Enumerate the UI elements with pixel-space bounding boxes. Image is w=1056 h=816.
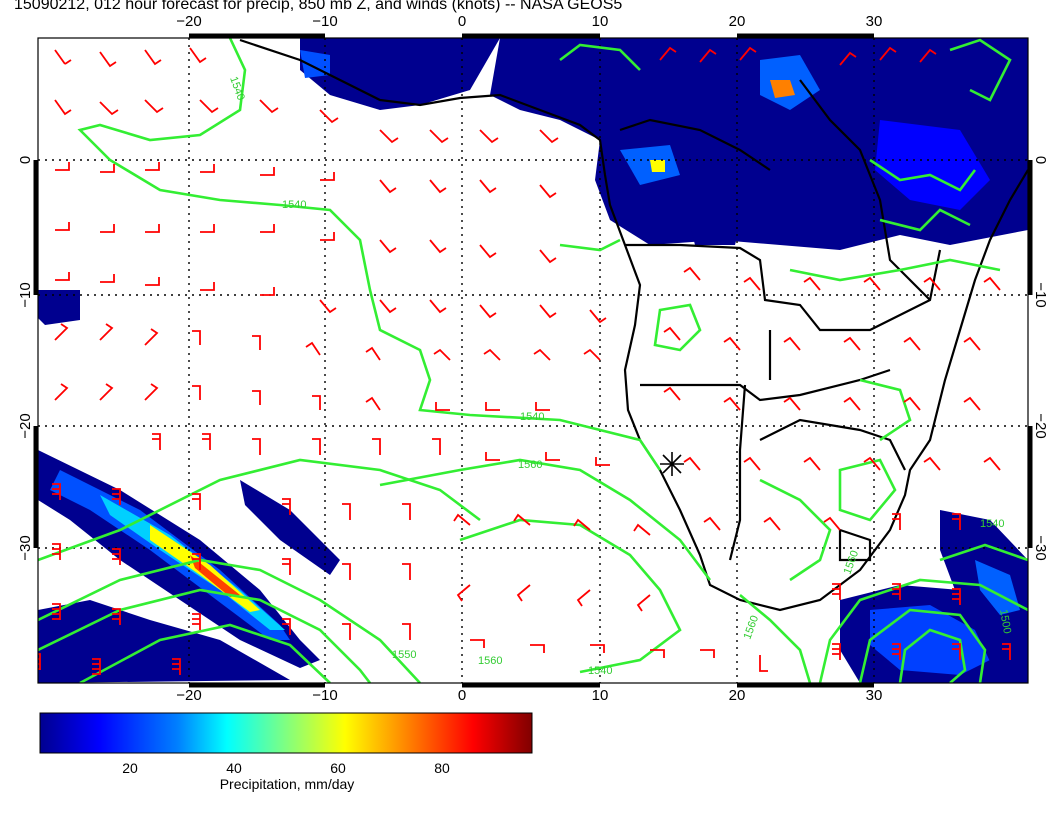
colorbar-tick-label: 80 xyxy=(434,760,450,776)
lat-tick-label: 0 xyxy=(17,156,34,164)
lon-tick-label: 20 xyxy=(729,13,746,30)
lon-tick-label: −20 xyxy=(176,687,201,700)
lat-tick-label: −30 xyxy=(1032,535,1049,560)
asterisk-icon[interactable] xyxy=(660,452,684,476)
lat-tick-label: −20 xyxy=(17,413,34,438)
lon-tick-label: 0 xyxy=(458,687,466,700)
contour-label: 1560 xyxy=(478,655,502,667)
lon-tick-label: −20 xyxy=(176,13,201,30)
lon-tick-label: 20 xyxy=(729,687,746,700)
lon-tick-label: −10 xyxy=(312,13,337,30)
contour-label: 1540 xyxy=(282,199,306,211)
contour-label: 1550 xyxy=(392,649,416,661)
lon-tick-label: 0 xyxy=(458,13,466,30)
lon-tick-label: 30 xyxy=(866,687,883,700)
lat-tick-label: −10 xyxy=(17,282,34,307)
lat-lon-grid xyxy=(38,38,1028,683)
height-contours xyxy=(38,38,1028,683)
colorbar-tick-label: 60 xyxy=(330,760,346,776)
colorbar-tick-label: 40 xyxy=(226,760,242,776)
contour-label: 1560 xyxy=(518,459,542,471)
colorbar-title: Precipitation, mm/day xyxy=(220,776,355,792)
lat-tick-label: −30 xyxy=(17,535,34,560)
lon-tick-label: 10 xyxy=(592,13,609,30)
lat-tick-label: −10 xyxy=(1032,282,1049,307)
lon-tick-label: 30 xyxy=(866,13,883,30)
map-title: 15090212, 012 hour forecast for precip, … xyxy=(14,0,623,13)
lon-tick-label: 10 xyxy=(592,687,609,700)
weather-map[interactable]: 1540 1540 1540 1560 1560 1540 1560 1540 … xyxy=(0,0,1056,700)
precipitation-field xyxy=(38,38,1028,683)
lon-tick-label: −10 xyxy=(312,687,337,700)
contour-label: 1540 xyxy=(980,518,1004,530)
frame-ticks xyxy=(33,33,1033,688)
colorbar-gradient xyxy=(39,712,533,754)
contour-label: 1540 xyxy=(588,665,612,677)
lat-tick-label: 0 xyxy=(1032,156,1049,164)
contour-label: 1500 xyxy=(997,608,1013,634)
contour-label: 1540 xyxy=(520,411,544,423)
colorbar-tick-label: 20 xyxy=(122,760,138,776)
wind-barbs xyxy=(38,46,1011,675)
precipitation-colorbar: 20 40 60 80 Precipitation, mm/day xyxy=(39,712,533,792)
lat-tick-label: −20 xyxy=(1032,413,1049,438)
